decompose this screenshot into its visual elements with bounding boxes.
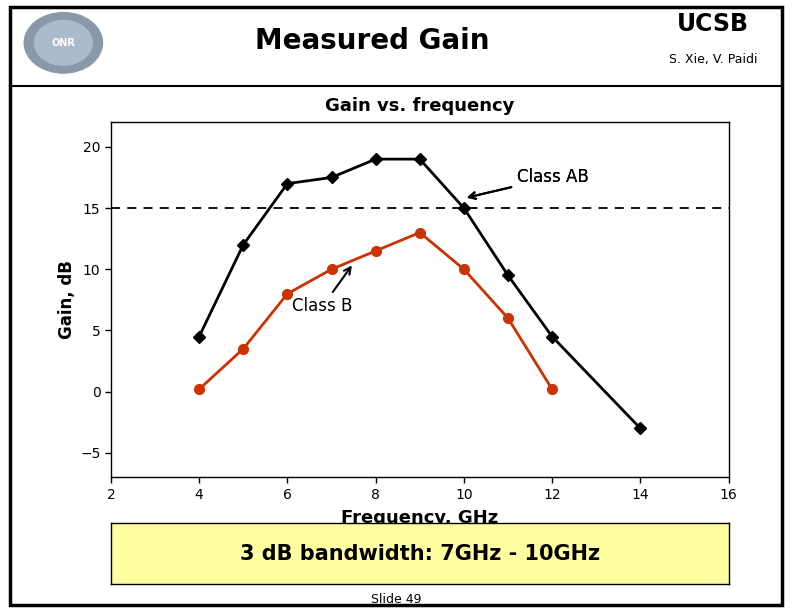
- Text: Class B: Class B: [292, 267, 353, 315]
- Text: Slide 49: Slide 49: [371, 593, 421, 606]
- Y-axis label: Gain, dB: Gain, dB: [58, 261, 76, 339]
- Circle shape: [35, 21, 92, 65]
- Text: Class AB: Class AB: [469, 168, 588, 199]
- Text: Measured Gain: Measured Gain: [255, 27, 489, 55]
- Text: 3 dB bandwidth: 7GHz - 10GHz: 3 dB bandwidth: 7GHz - 10GHz: [240, 544, 600, 564]
- X-axis label: Frequency, GHz: Frequency, GHz: [341, 509, 498, 527]
- Title: Gain vs. frequency: Gain vs. frequency: [325, 97, 515, 115]
- Text: UCSB: UCSB: [677, 12, 748, 36]
- Text: S. Xie, V. Paidi: S. Xie, V. Paidi: [668, 53, 757, 67]
- Circle shape: [25, 13, 102, 73]
- Text: Class AB: Class AB: [469, 168, 588, 199]
- Text: ONR: ONR: [51, 38, 75, 48]
